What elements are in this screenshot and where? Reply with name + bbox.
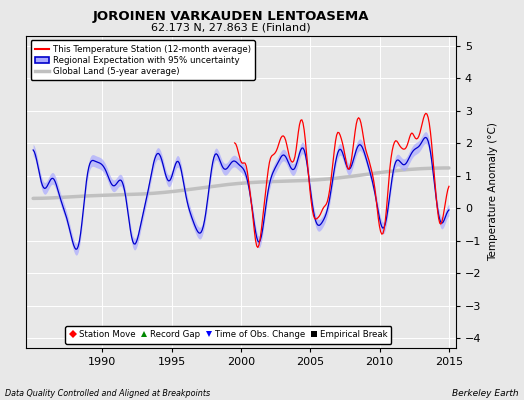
Text: Berkeley Earth: Berkeley Earth xyxy=(452,389,519,398)
Text: JOROINEN VARKAUDEN LENTOASEMA: JOROINEN VARKAUDEN LENTOASEMA xyxy=(92,10,369,23)
Text: 62.173 N, 27.863 E (Finland): 62.173 N, 27.863 E (Finland) xyxy=(151,22,310,32)
Text: Data Quality Controlled and Aligned at Breakpoints: Data Quality Controlled and Aligned at B… xyxy=(5,389,210,398)
Y-axis label: Temperature Anomaly (°C): Temperature Anomaly (°C) xyxy=(488,122,498,262)
Legend: Station Move, Record Gap, Time of Obs. Change, Empirical Break: Station Move, Record Gap, Time of Obs. C… xyxy=(65,326,391,344)
